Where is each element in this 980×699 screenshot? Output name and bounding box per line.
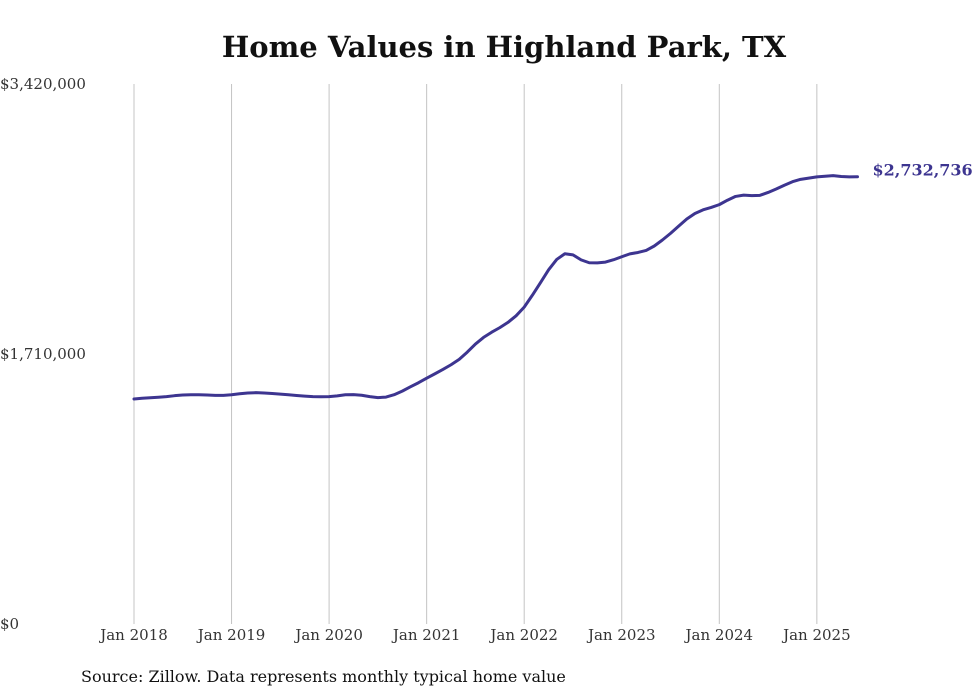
series-line-group [132, 174, 859, 401]
x-tick-label: Jan 2023 [586, 626, 656, 644]
end-value-label-group: $2,732,736 [872, 161, 972, 180]
series-line [132, 174, 859, 401]
x-tick-label: Jan 2022 [488, 626, 558, 644]
x-tick-label: Jan 2025 [781, 626, 851, 644]
end-value-label: $2,732,736 [872, 161, 972, 180]
y-tick-label: $3,420,000 [0, 75, 86, 93]
x-tick-label: Jan 2021 [391, 626, 461, 644]
chart-source-note: Source: Zillow. Data represents monthly … [81, 667, 566, 686]
vertical-gridlines [133, 84, 818, 624]
y-axis-tick-labels: $0 $1,710,000 $3,420,000 [0, 75, 86, 633]
x-tick-label: Jan 2019 [196, 626, 266, 644]
x-tick-label: Jan 2024 [684, 626, 754, 644]
x-axis-tick-labels: Jan 2018 Jan 2019 Jan 2020 Jan 2021 Jan 2022… [98, 626, 850, 644]
chart-title: Home Values in Highland Park, TX [221, 30, 787, 64]
x-tick-label: Jan 2018 [98, 626, 168, 644]
y-tick-label: $0 [0, 615, 19, 633]
x-tick-label: Jan 2020 [293, 626, 363, 644]
y-tick-label: $1,710,000 [0, 345, 86, 363]
